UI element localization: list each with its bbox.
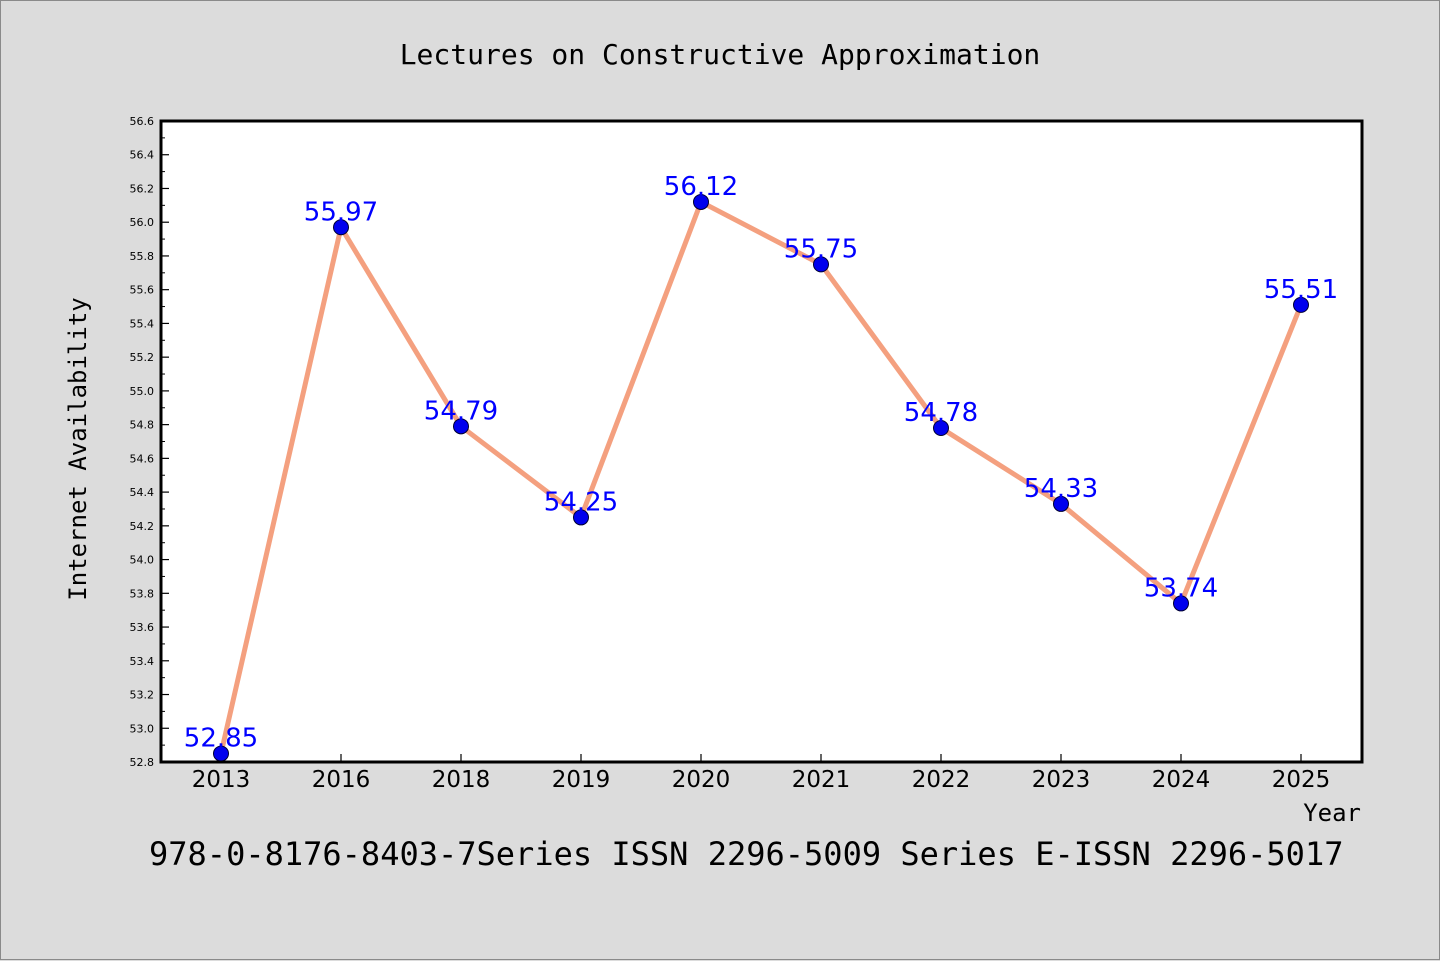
y-axis: 52.8 53.0 53.2 53.4 53.6 53.8 54.0 54.2 54.4 54.6… xyxy=(130,115,169,769)
data-point-marker xyxy=(1173,595,1189,612)
plot-frame xyxy=(159,119,1364,764)
data-point-marker xyxy=(813,256,829,273)
data-point-marker xyxy=(1053,495,1069,512)
y-tick-label: 54.2 xyxy=(130,520,155,533)
x-axis-label: Year xyxy=(1303,799,1361,827)
data-point-marker xyxy=(1293,296,1309,313)
chart-title: Lectures on Constructive Approximation xyxy=(400,38,1041,71)
y-tick-label: 53.4 xyxy=(130,655,155,668)
data-point-marker xyxy=(573,509,589,526)
y-tick-label: 52.8 xyxy=(130,756,155,769)
footer-isbn-text: 978-0-8176-8403-7Series ISSN 2296-5009 S… xyxy=(149,835,1343,873)
x-tick-label: 2020 xyxy=(672,767,731,793)
y-tick-label: 55.4 xyxy=(130,317,155,330)
data-point-marker xyxy=(693,193,709,210)
y-tick-label: 54.4 xyxy=(130,486,155,499)
data-label: 52.85 xyxy=(184,724,258,754)
data-point-marker xyxy=(933,420,949,437)
y-tick-label: 53.2 xyxy=(130,689,155,702)
x-tick-label: 2023 xyxy=(1032,767,1091,793)
x-tick-label: 2013 xyxy=(192,767,251,793)
data-label: 54.79 xyxy=(424,396,498,426)
data-label: 55.75 xyxy=(784,234,858,264)
y-tick-label: 54.8 xyxy=(130,419,155,432)
y-tick-label: 53.0 xyxy=(130,722,155,735)
y-axis-label: Internet Availability xyxy=(64,297,92,600)
x-tick-label: 2025 xyxy=(1272,767,1331,793)
data-label: 53.74 xyxy=(1144,573,1218,603)
y-tick-label: 56.2 xyxy=(130,182,155,195)
y-tick-label: 54.0 xyxy=(130,554,155,567)
x-tick-label: 2016 xyxy=(312,767,371,793)
data-label: 54.33 xyxy=(1024,474,1098,504)
series-layer: 52.85 55.97 54.79 54.25 56.12 55.75 54.78 54.33… xyxy=(184,172,1338,762)
data-label: 54.78 xyxy=(904,398,978,428)
y-tick-label: 53.6 xyxy=(130,621,155,634)
data-label: 55.51 xyxy=(1264,275,1338,305)
data-label: 54.25 xyxy=(544,487,618,517)
x-tick-label: 2018 xyxy=(432,767,491,793)
y-tick-label: 55.8 xyxy=(130,250,155,263)
x-tick-label: 2022 xyxy=(912,767,971,793)
y-tick-label: 53.8 xyxy=(130,587,155,600)
y-tick-label: 56.4 xyxy=(130,149,155,162)
y-tick-label: 56.0 xyxy=(130,216,155,229)
y-tick-label: 54.6 xyxy=(130,452,155,465)
data-label: 55.97 xyxy=(304,197,378,227)
y-tick-label: 55.6 xyxy=(130,284,155,297)
plot-area xyxy=(161,121,1362,762)
x-tick-label: 2021 xyxy=(792,767,851,793)
data-point-marker xyxy=(453,418,469,435)
y-tick-label: 56.6 xyxy=(130,115,155,128)
data-point-marker xyxy=(333,219,349,236)
x-tick-label: 2024 xyxy=(1152,767,1211,793)
data-label: 56.12 xyxy=(664,172,738,202)
series-line xyxy=(218,199,1304,757)
x-axis: 2013 2016 2018 2019 2020 2021 2022 2023 2024 2025 xyxy=(192,754,1331,793)
y-tick-label: 55.2 xyxy=(130,351,155,364)
x-tick-label: 2019 xyxy=(552,767,611,793)
y-tick-label: 55.0 xyxy=(130,385,155,398)
